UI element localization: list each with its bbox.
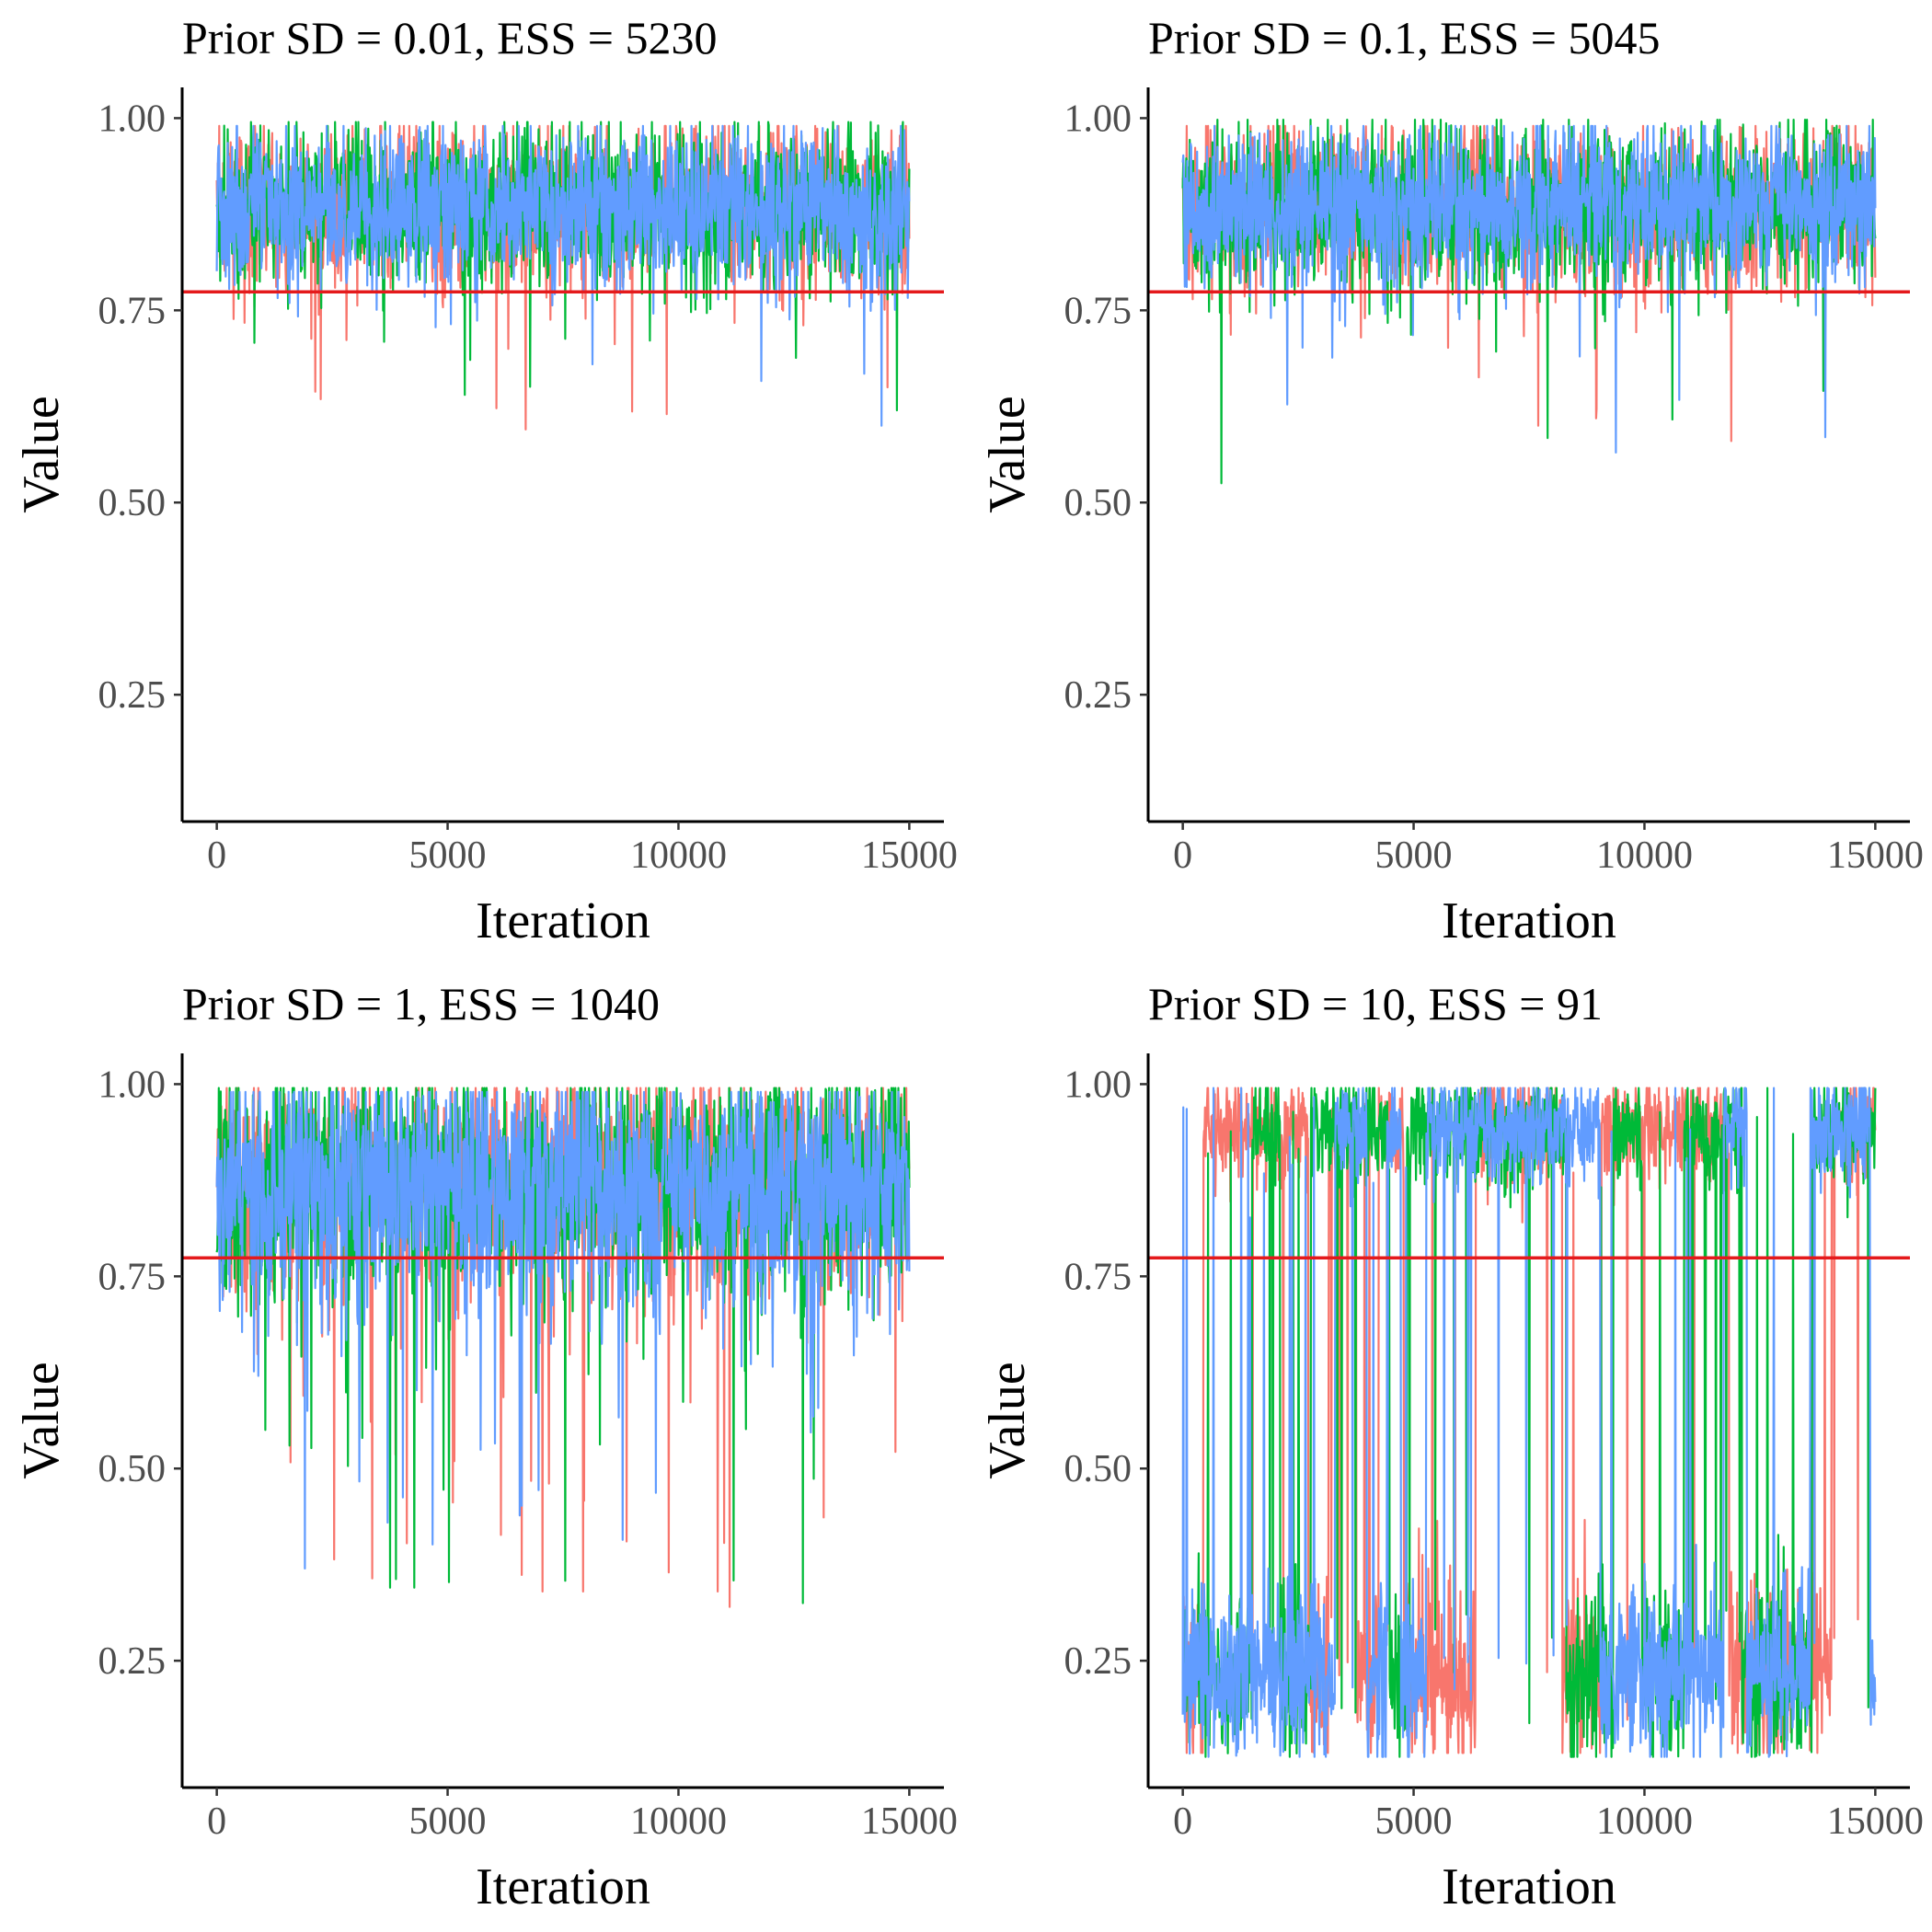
y-tick-label: 0.75 [1064, 290, 1133, 332]
y-tick-label: 0.25 [1064, 674, 1133, 717]
trace-line-chain-3 [215, 124, 911, 427]
y-tick-label: 0.50 [98, 1448, 167, 1490]
x-tick-label: 5000 [409, 834, 487, 877]
x-tick-label: 10000 [1596, 1800, 1693, 1843]
y-tick-label: 0.50 [1064, 482, 1133, 524]
chart-panel-1: Prior SD = 0.01, ESS = 5230 0.25 0.50 0.75 1… [13, 12, 958, 949]
chain-traces [1181, 119, 1877, 485]
y-tick-label: 1.00 [1064, 1064, 1133, 1106]
chart-panel-3: Prior SD = 1, ESS = 1040 0.25 0.50 0.75 1.00… [13, 978, 958, 1915]
x-axis-label: Iteration [476, 1858, 650, 1915]
y-tick-label: 0.50 [98, 482, 167, 524]
y-tick-label: 1.00 [1064, 98, 1133, 140]
x-axis-label: Iteration [1442, 1858, 1616, 1915]
y-tick-label: 0.75 [98, 1256, 167, 1298]
y-tick-label: 0.25 [1064, 1640, 1133, 1683]
chart-panel-2: Prior SD = 0.1, ESS = 5045 0.25 0.50 0.75 1.… [979, 12, 1924, 949]
x-tick-label: 15000 [861, 834, 958, 877]
panel-title: Prior SD = 0.1, ESS = 5045 [1148, 12, 1660, 63]
x-tick-label: 0 [1173, 834, 1192, 877]
x-tick-label: 0 [207, 1800, 226, 1843]
panel-title: Prior SD = 10, ESS = 91 [1148, 978, 1603, 1029]
trace-line-chain-3 [1181, 1087, 1877, 1758]
x-axis-label: Iteration [476, 892, 650, 949]
y-tick-label: 1.00 [98, 98, 167, 140]
y-axis-label: Value [979, 396, 1036, 513]
y-tick-label: 0.75 [1064, 1256, 1133, 1298]
trace-line-chain-2 [1181, 1087, 1877, 1758]
chart-panel-4: Prior SD = 10, ESS = 91 0.25 0.50 0.75 1.00 0… [979, 978, 1924, 1915]
y-tick-label: 0.75 [98, 290, 167, 332]
x-tick-label: 5000 [1375, 834, 1453, 877]
y-axis-label: Value [13, 1362, 70, 1479]
x-axis-label: Iteration [1442, 892, 1616, 949]
y-tick-label: 0.25 [98, 1640, 167, 1683]
x-tick-label: 10000 [630, 1800, 727, 1843]
y-tick-label: 1.00 [98, 1064, 167, 1106]
y-tick-label: 0.50 [1064, 1448, 1133, 1490]
x-tick-label: 5000 [1375, 1800, 1453, 1843]
chain-traces [215, 1087, 911, 1608]
x-tick-label: 15000 [1827, 834, 1924, 877]
x-tick-label: 15000 [1827, 1800, 1924, 1843]
chain-traces [1181, 1087, 1877, 1758]
chain-traces [215, 121, 911, 431]
y-axis-label: Value [13, 396, 70, 513]
x-tick-label: 15000 [861, 1800, 958, 1843]
y-tick-label: 0.25 [98, 674, 167, 717]
x-tick-label: 10000 [1596, 834, 1693, 877]
trace-line-chain-3 [1181, 124, 1877, 454]
x-tick-label: 0 [1173, 1800, 1192, 1843]
x-tick-label: 0 [207, 834, 226, 877]
panel-title: Prior SD = 0.01, ESS = 5230 [182, 12, 717, 63]
y-axis-label: Value [979, 1362, 1036, 1479]
x-tick-label: 5000 [409, 1800, 487, 1843]
x-tick-label: 10000 [630, 834, 727, 877]
trace-line-chain-3 [215, 1090, 911, 1570]
panel-title: Prior SD = 1, ESS = 1040 [182, 978, 660, 1029]
